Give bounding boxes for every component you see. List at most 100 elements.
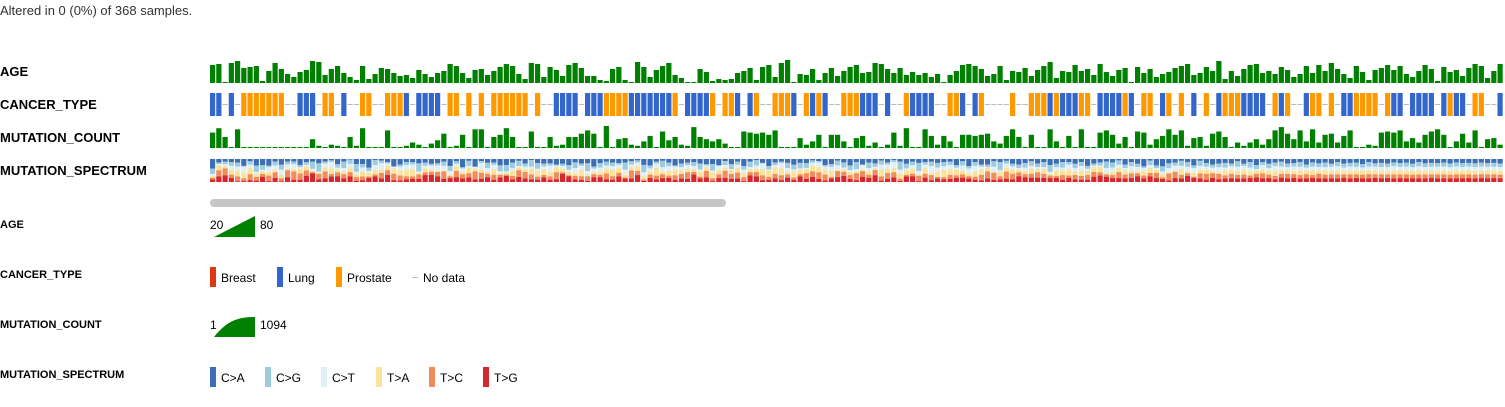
- legend-swatch-t-c: [429, 367, 435, 387]
- legend-label-c-a: C>A: [221, 371, 245, 385]
- mutation-spectrum-segment: [1091, 176, 1097, 182]
- mutation-count-bar: [366, 147, 372, 148]
- mutation-spectrum-segment: [210, 168, 216, 174]
- mutation-spectrum-segment: [816, 159, 822, 162]
- mutation-spectrum-segment: [403, 161, 409, 166]
- mutation-spectrum-segment: [1116, 167, 1122, 173]
- mutation-count-bar: [791, 146, 797, 148]
- age-bar: [578, 68, 584, 83]
- mutation-count-bar: [672, 137, 678, 148]
- age-bar: [816, 80, 822, 83]
- mutation-spectrum-segment: [1478, 178, 1484, 182]
- mutation-spectrum-segment: [466, 167, 472, 174]
- age-bar: [466, 78, 472, 83]
- cancer-type-cell: [666, 93, 672, 116]
- mutation-spectrum-segment: [1035, 163, 1041, 168]
- mutation-spectrum-segment: [947, 164, 953, 170]
- mutation-count-bar: [766, 134, 772, 148]
- mutation-spectrum-segment: [1266, 174, 1272, 179]
- mutation-spectrum-segment: [572, 173, 578, 176]
- mutation-spectrum-segment: [847, 165, 853, 171]
- mutation-spectrum-segment: [497, 165, 503, 172]
- cancer-type-no-data: [285, 104, 291, 105]
- mutation-spectrum-segment: [222, 175, 228, 182]
- cancer-type-no-data: [335, 104, 341, 105]
- mutation-spectrum-segment: [516, 160, 522, 167]
- cancer-type-cell: [885, 93, 891, 116]
- mutation-spectrum-segment: [385, 170, 391, 176]
- mutation-spectrum-segment: [360, 171, 366, 177]
- mutation-count-bar: [697, 137, 703, 148]
- mutation-spectrum-segment: [741, 166, 747, 170]
- mutation-spectrum-segment: [541, 159, 547, 164]
- mutation-spectrum-segment: [891, 162, 897, 168]
- mutation-spectrum-segment: [1085, 170, 1091, 175]
- mutation-spectrum-segment: [497, 171, 503, 174]
- age-bar: [1422, 65, 1428, 83]
- cancer-type-cell: [728, 93, 734, 116]
- mutation-spectrum-segment: [1416, 159, 1422, 163]
- mutation-count-bar: [1041, 147, 1047, 148]
- cancer-type-cell: [1260, 93, 1266, 116]
- mutation-count-bar: [953, 147, 959, 148]
- mutation-spectrum-segment: [1422, 174, 1428, 179]
- mutation-spectrum-segment: [397, 175, 403, 181]
- mutation-spectrum-segment: [1103, 167, 1109, 174]
- mutation-spectrum-segment: [1203, 159, 1209, 164]
- mutation-spectrum-segment: [635, 165, 641, 171]
- legend-swatch-c-a: [210, 367, 216, 387]
- mutation-spectrum-segment: [472, 159, 478, 167]
- mutation-spectrum-segment: [1403, 174, 1409, 179]
- mutation-spectrum-segment: [785, 174, 791, 178]
- mutation-spectrum-segment: [466, 165, 472, 168]
- mutation-count-bar: [222, 137, 228, 148]
- age-bar: [1291, 77, 1297, 83]
- mutation-spectrum-segment: [1253, 173, 1259, 178]
- mutation-spectrum-segment: [635, 160, 641, 163]
- cancer-type-cell: [1478, 93, 1484, 116]
- mutation-count-bar: [1153, 139, 1159, 148]
- cancer-type-cell: [641, 93, 647, 116]
- legend-label-prostate: Prostate: [347, 271, 392, 285]
- age-bar: [891, 73, 897, 83]
- mutation-spectrum-segment: [1160, 166, 1166, 172]
- mutation-count-bar: [616, 139, 622, 148]
- mutation-spectrum-segment: [1060, 175, 1066, 180]
- mutation-spectrum-segment: [641, 180, 647, 182]
- mutation-spectrum-segment: [253, 159, 259, 166]
- mutation-spectrum-segment: [1247, 175, 1253, 179]
- mutation-spectrum-segment: [1272, 176, 1278, 180]
- age-bar: [366, 79, 372, 83]
- mutation-spectrum-segment: [303, 166, 309, 171]
- mutation-spectrum-segment: [1235, 166, 1241, 171]
- mutation-spectrum-segment: [447, 159, 453, 167]
- mutation-spectrum-segment: [1360, 159, 1366, 165]
- cancer-type-no-data: [1485, 104, 1491, 105]
- cancer-type-cell: [685, 93, 691, 116]
- mutation-spectrum-segment: [597, 177, 603, 182]
- mutation-spectrum-segment: [672, 179, 678, 182]
- mutation-spectrum-segment: [978, 159, 984, 165]
- age-bar: [716, 79, 722, 83]
- cancer-type-cell: [566, 93, 572, 116]
- mutation-spectrum-segment: [722, 161, 728, 166]
- horizontal-scrollbar[interactable]: [210, 199, 726, 207]
- mutation-spectrum-segment: [1147, 159, 1153, 161]
- mutation-spectrum-segment: [997, 176, 1003, 180]
- age-bar: [1160, 74, 1166, 83]
- mutation-spectrum-segment: [1028, 159, 1034, 162]
- mutation-spectrum-segment: [1091, 159, 1097, 164]
- mutation-spectrum-segment: [685, 162, 691, 166]
- age-bar: [1285, 70, 1291, 83]
- legend-swatch-c-t: [321, 367, 327, 387]
- mutation-spectrum-segment: [1197, 160, 1203, 167]
- mutation-spectrum-segment: [922, 164, 928, 169]
- mutation-spectrum-segment: [1160, 171, 1166, 175]
- mutation-spectrum-segment: [822, 174, 828, 181]
- age-bar: [985, 76, 991, 83]
- age-bar: [1297, 74, 1303, 83]
- mutation-spectrum-segment: [1497, 159, 1503, 164]
- age-bar: [241, 68, 247, 83]
- cancer-type-cell: [310, 93, 316, 116]
- mutation-spectrum-segment: [1297, 159, 1303, 163]
